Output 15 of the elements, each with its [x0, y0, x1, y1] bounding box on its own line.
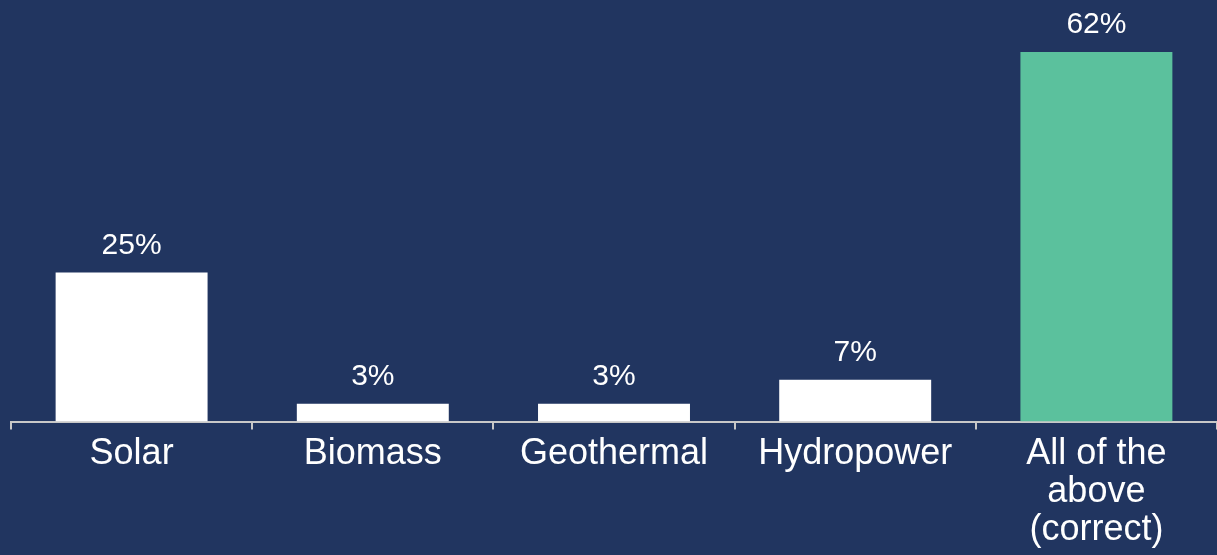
bar: [779, 379, 932, 422]
x-tick-label: Geothermal: [519, 431, 709, 473]
bar: [296, 403, 449, 422]
bar: [1020, 52, 1173, 422]
bar: [538, 403, 690, 422]
data-label: 3%: [592, 357, 636, 391]
bar: [55, 272, 208, 422]
data-label: 3%: [351, 357, 395, 391]
x-tick-label: Solar: [89, 431, 174, 473]
x-tick-label: Hydropower: [758, 431, 953, 473]
data-label: 62%: [1066, 6, 1127, 39]
data-label: 25%: [101, 226, 162, 260]
data-label: 7%: [833, 333, 877, 367]
x-tick-label: Biomass: [303, 431, 442, 473]
x-tick-label: All of the above (correct): [1026, 431, 1167, 549]
